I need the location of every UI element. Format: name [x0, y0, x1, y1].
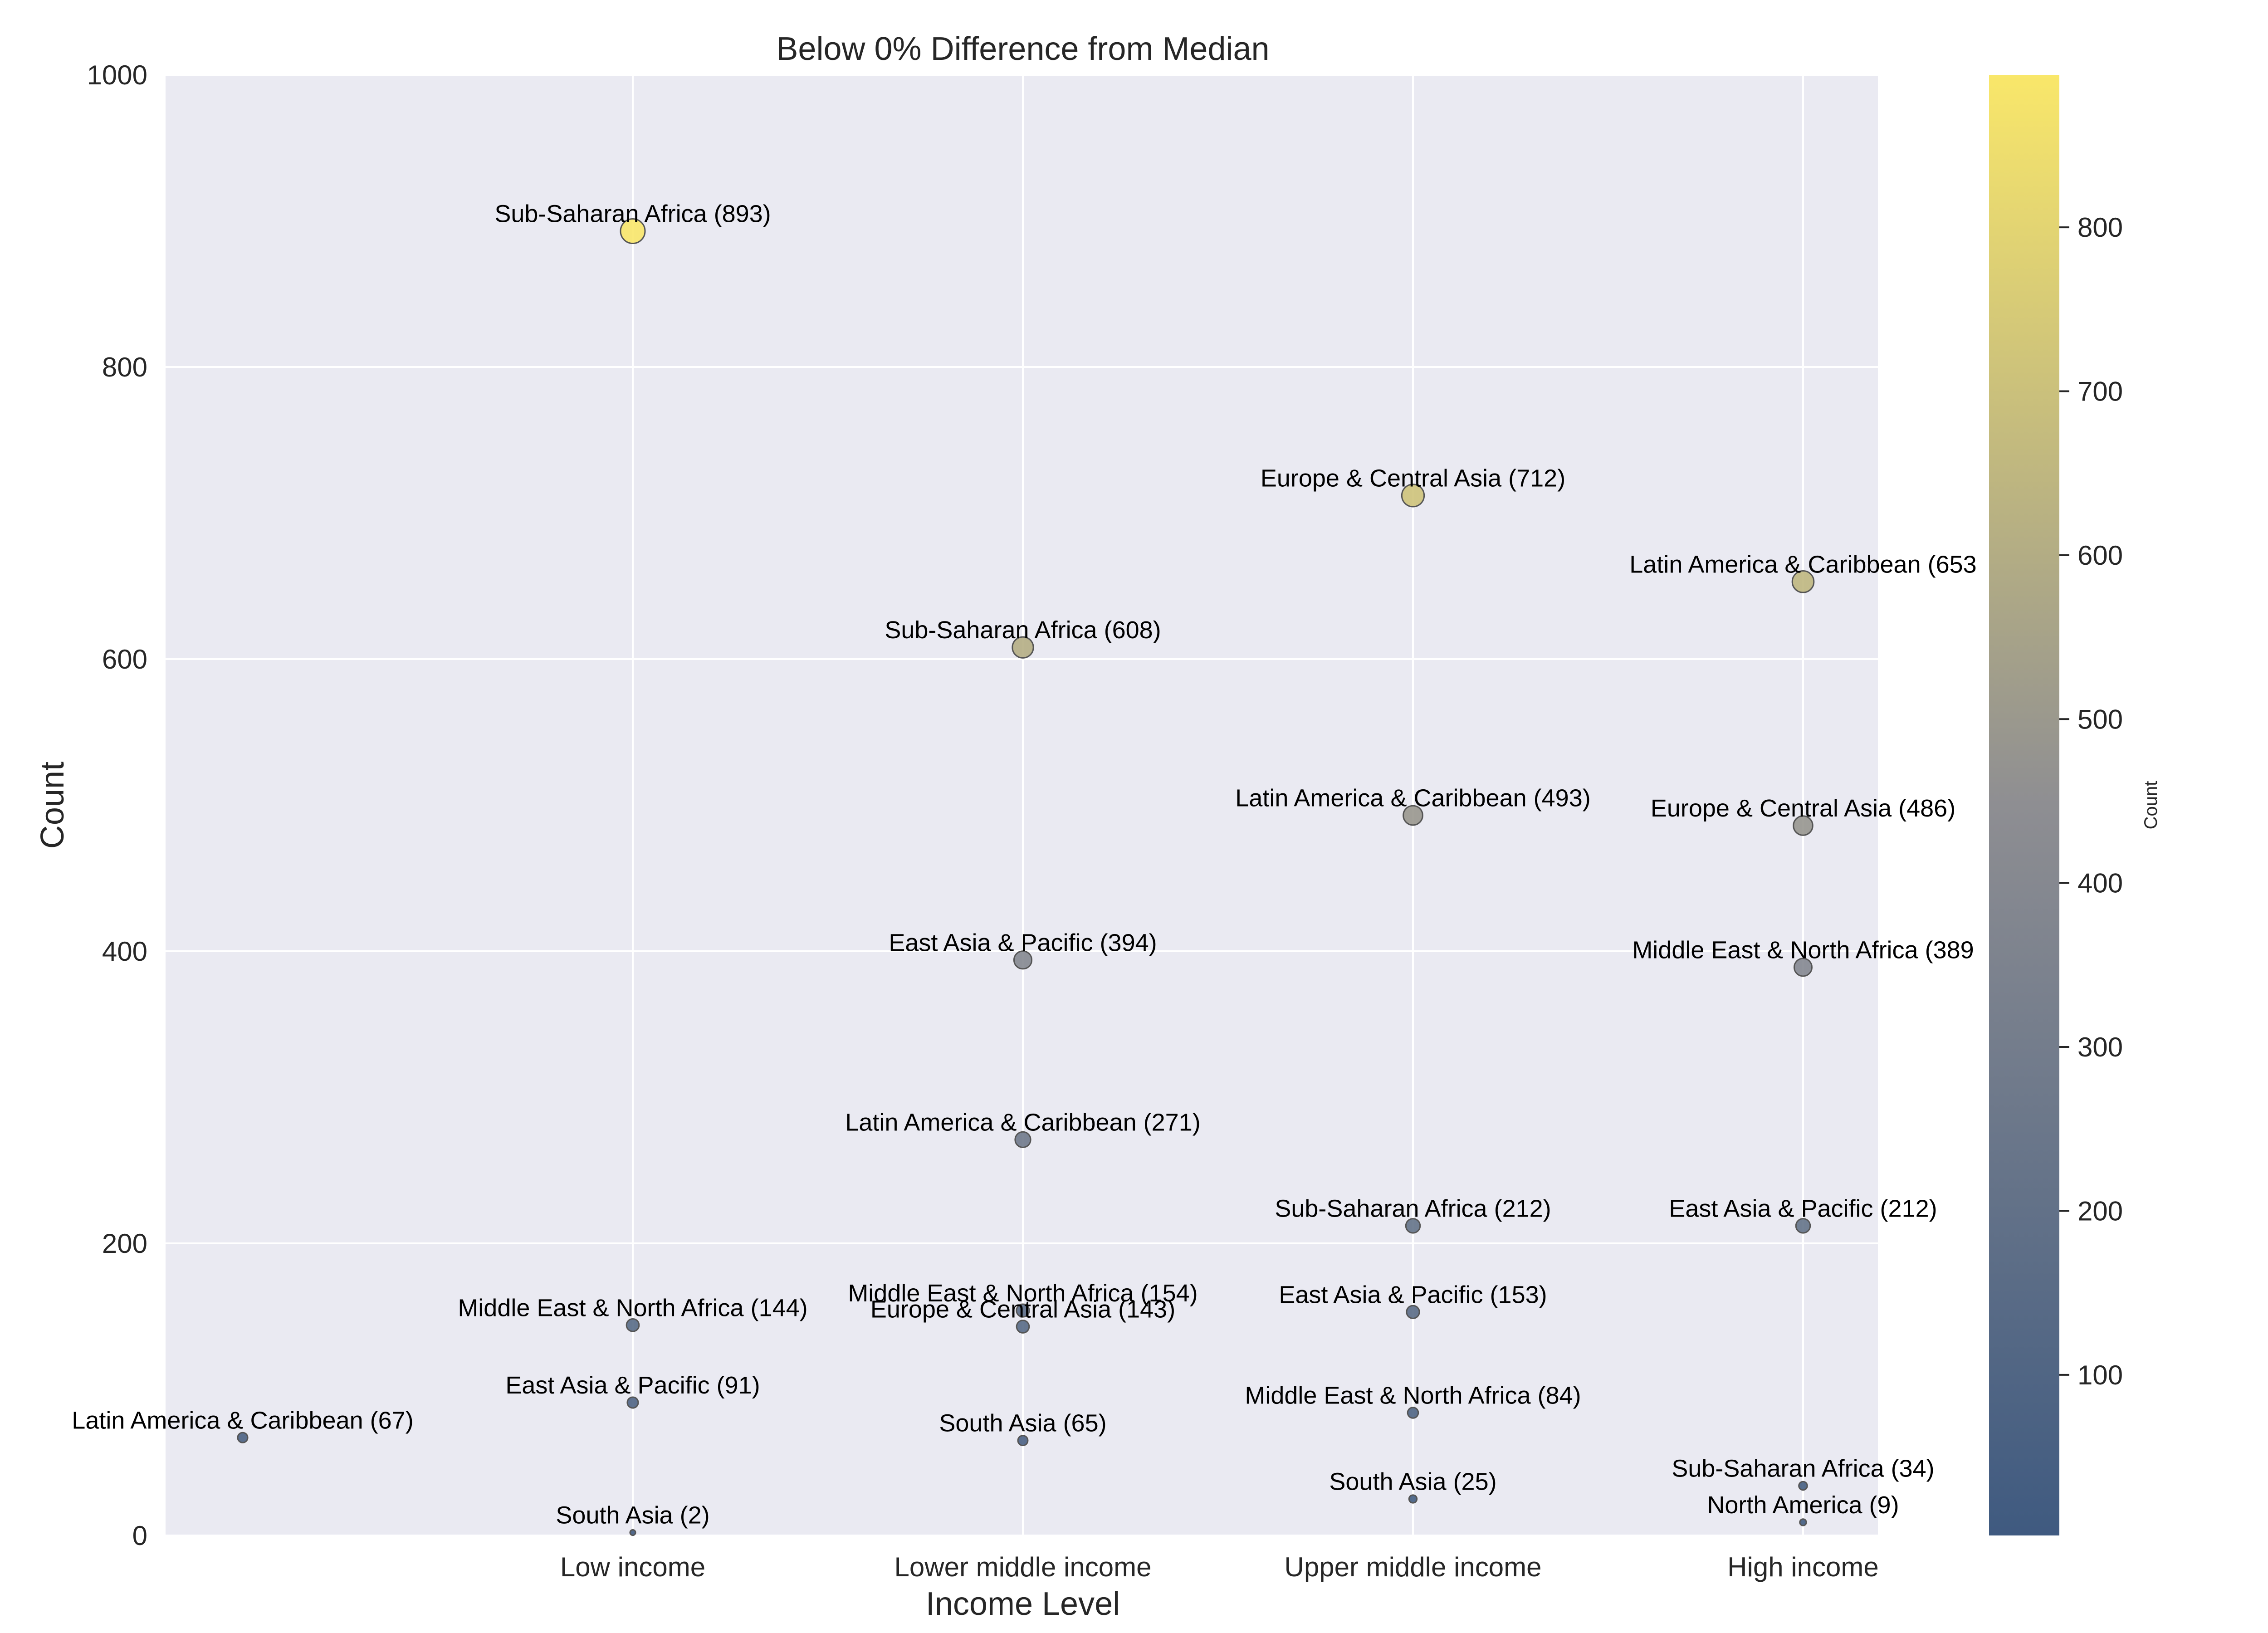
- data-point: [1407, 1407, 1419, 1419]
- chart-title: Below 0% Difference from Median: [776, 31, 1269, 67]
- plot-area: [166, 75, 1878, 1535]
- data-point: [1793, 815, 1813, 836]
- y-tick-label: 1000: [87, 60, 147, 90]
- data-point: [1012, 636, 1034, 659]
- x-axis-label: Income Level: [926, 1586, 1120, 1622]
- data-point-label: East Asia & Pacific (212): [1669, 1195, 1937, 1222]
- x-axis: Low income Lower middle income Upper middl…: [560, 1552, 1879, 1582]
- data-point-label: Latin America & Caribbean (493): [1235, 785, 1590, 812]
- data-point: [1016, 1320, 1030, 1334]
- data-point: [1793, 958, 1813, 977]
- y-tick-label: 200: [102, 1228, 147, 1259]
- data-point-label: North America (9): [1707, 1491, 1899, 1519]
- colorbar-ticks: 100 200 300 400 500 600 700 800: [2059, 212, 2123, 1390]
- data-point: [1799, 1518, 1807, 1526]
- colorbar-tick-label: 100: [2077, 1360, 2123, 1390]
- data-point-label: Latin America & Caribbean (271): [845, 1109, 1200, 1136]
- data-point-label: Middle East & North Africa (84): [1245, 1382, 1581, 1409]
- data-point: [1408, 1494, 1418, 1504]
- data-point-label: Middle East & North Africa (389: [1632, 936, 1974, 963]
- data-point-label: East Asia & Pacific (394): [889, 929, 1157, 956]
- data-point: [1798, 1481, 1808, 1491]
- data-point: [1017, 1435, 1029, 1447]
- data-point-label: South Asia (65): [939, 1410, 1106, 1437]
- data-point-label: Sub-Saharan Africa (608): [885, 616, 1161, 644]
- data-point: [626, 1318, 640, 1332]
- data-point-label: East Asia & Pacific (153): [1279, 1281, 1547, 1308]
- data-point: [1403, 805, 1423, 826]
- data-point-label: East Asia & Pacific (91): [505, 1372, 760, 1399]
- data-point-label: Middle East & North Africa (154): [848, 1280, 1198, 1307]
- colorbar-tick-label: 800: [2077, 212, 2123, 243]
- data-point: [1014, 1131, 1031, 1148]
- colorbar-tick-label: 500: [2077, 704, 2123, 734]
- points: [237, 218, 1815, 1536]
- data-point-label: Europe & Central Asia (486): [1651, 795, 1955, 822]
- y-tick-label: 0: [132, 1521, 147, 1551]
- x-tick-label: High income: [1727, 1552, 1879, 1582]
- data-point-label: Sub-Saharan Africa (212): [1275, 1195, 1551, 1222]
- data-point: [1795, 1218, 1811, 1234]
- x-tick-label: Low income: [560, 1552, 705, 1582]
- data-point: [620, 218, 646, 244]
- data-point: [626, 1396, 639, 1409]
- data-point: [1791, 570, 1815, 593]
- data-point: [1016, 1303, 1030, 1318]
- colorbar: [1989, 75, 2059, 1535]
- data-point-label: Europe & Central Asia (143): [870, 1296, 1175, 1323]
- data-point-label: South Asia (2): [556, 1502, 709, 1529]
- colorbar-tick-label: 300: [2077, 1032, 2123, 1062]
- colorbar-label: Count: [2141, 781, 2161, 830]
- data-point: [1406, 1305, 1420, 1319]
- data-point: [1013, 950, 1033, 970]
- data-point: [1405, 1218, 1421, 1234]
- data-point-label: Europe & Central Asia (712): [1261, 464, 1565, 492]
- data-point-label: Latin America & Caribbean (67): [72, 1407, 413, 1434]
- data-point-label: Middle East & North Africa (144): [458, 1294, 807, 1321]
- point-labels: Latin America & Caribbean (67) Sub-Sahara…: [72, 200, 1976, 1529]
- x-tick-label: Upper middle income: [1285, 1552, 1542, 1582]
- y-tick-label: 600: [102, 644, 147, 675]
- y-tick-label: 400: [102, 936, 147, 967]
- x-tick-label: Lower middle income: [894, 1552, 1152, 1582]
- y-tick-label: 800: [102, 352, 147, 382]
- data-point: [237, 1432, 249, 1443]
- y-axis-label: Count: [34, 762, 71, 849]
- colorbar-tick-label: 200: [2077, 1196, 2123, 1226]
- data-point-label: South Asia (25): [1329, 1468, 1496, 1496]
- y-axis: 0 200 400 600 800 1000: [87, 60, 147, 1551]
- colorbar-tick-label: 400: [2077, 868, 2123, 899]
- data-point-label: Sub-Saharan Africa (34): [1672, 1455, 1934, 1482]
- colorbar-tick-label: 700: [2077, 376, 2123, 406]
- colorbar-tick-label: 600: [2077, 540, 2123, 571]
- data-point-label: Sub-Saharan Africa (893): [494, 200, 771, 228]
- data-point: [1401, 484, 1425, 508]
- data-point-label: Latin America & Caribbean (653: [1629, 551, 1976, 578]
- data-point: [629, 1529, 636, 1536]
